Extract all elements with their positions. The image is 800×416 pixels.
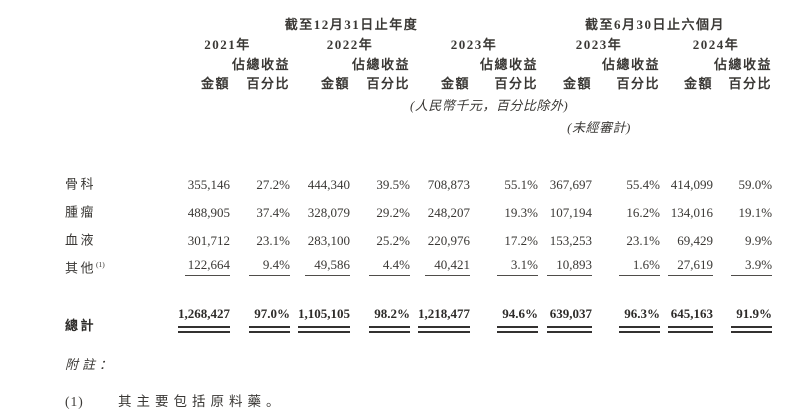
total-cell: 639,037 [547,306,593,333]
amount-label: 金額 [563,75,593,91]
table-cell: 39.5% [376,176,410,192]
table-cell: 153,253 [549,232,593,248]
row-label: 血液 [65,232,97,248]
table-cell: 1.6% [619,257,661,276]
amount-label: 金額 [440,75,470,91]
amount-label: 金額 [684,75,714,91]
table-cell: 23.1% [626,232,661,248]
table-cell: 220,976 [427,232,470,248]
table-cell: 301,712 [187,232,230,248]
unaudited-note-row: (未經審計) [65,113,772,135]
revenue-breakdown-table: 截至12月31日止年度 截至6月30日止六個月 2021年 2022年 2023… [65,13,773,333]
table-cell: 355,146 [187,176,230,192]
table-cell: 17.2% [504,232,539,248]
period-header-row: 截至12月31日止年度 截至6月30日止六個月 [65,13,772,32]
table-cell: 55.4% [626,176,661,192]
percent-label: 百分比 [616,75,661,91]
total-cell: 97.0% [249,306,290,333]
table-cell: 9.4% [249,257,290,276]
table-cell: 37.4% [256,204,290,220]
total-row-label: 總計 [65,317,97,333]
year-header-row: 2021年 2022年 2023年 2023年 2024年 [65,32,772,52]
notes-heading: 附註： [65,357,117,372]
table-row-others: 其他(1) 122,664 9.4% 49,586 4.4% 40,421 3.… [65,248,773,276]
table-cell: 23.1% [256,232,290,248]
table-cell: 3.9% [731,257,773,276]
total-cell: 1,218,477 [418,306,470,333]
table-cell: 4.4% [369,257,410,276]
unaudited-note: (未經審計) [567,119,631,135]
table-cell: 414,099 [670,176,714,192]
total-cell: 1,105,105 [298,306,350,333]
share-label: 佔總收益 [480,56,539,72]
table-cell: 367,697 [549,176,593,192]
amount-label: 金額 [200,75,230,91]
table-cell: 40,421 [425,257,470,276]
percent-label: 百分比 [494,75,539,91]
row-label: 骨科 [65,176,97,192]
total-cell: 98.2% [369,306,410,333]
notes-section: 附註： (1) 其主要包括原料藥。 [65,354,800,410]
share-label: 佔總收益 [714,56,773,72]
table-cell: 708,873 [427,176,470,192]
table-cell: 25.2% [376,232,410,248]
table-cell: 59.0% [738,176,773,192]
total-cell: 645,163 [668,306,714,333]
percent-label: 百分比 [366,75,410,91]
total-cell: 96.3% [619,306,661,333]
interim-period-header: 截至6月30日止六個月 [585,16,726,32]
year-header-2023: 2023年 [450,36,498,52]
total-cell: 1,268,427 [178,306,230,333]
year-header-2022: 2022年 [326,36,374,52]
table-cell: 488,905 [187,204,230,220]
table-cell: 3.1% [497,257,539,276]
table-cell: 328,079 [307,204,350,220]
year-header-2021: 2021年 [204,36,251,52]
table-cell: 248,207 [427,204,470,220]
table-cell: 283,100 [307,232,350,248]
table-cell: 444,340 [307,176,350,192]
share-label: 佔總收益 [351,56,410,72]
table-cell: 69,429 [677,232,714,248]
row-label: 其他(1) [65,260,105,276]
percent-label: 百分比 [246,75,290,91]
table-cell: 55.1% [504,176,539,192]
table-cell: 27,619 [668,257,714,276]
unit-note-row: (人民幣千元，百分比除外) [65,91,772,113]
table-cell: 27.2% [256,176,290,192]
total-cell: 91.9% [731,306,773,333]
table-row-orthopedics: 骨科 355,146 27.2% 444,340 39.5% 708,873 5… [65,164,772,192]
table-cell: 107,194 [549,204,593,220]
table-row-hematology: 血液 301,712 23.1% 283,100 25.2% 220,976 1… [65,220,772,248]
share-of-revenue-header-row: 佔總收益 佔總收益 佔總收益 佔總收益 佔總收益 [65,52,772,72]
table-cell: 122,664 [185,257,230,276]
table-row-oncology: 腫瘤 488,905 37.4% 328,079 29.2% 248,207 1… [65,192,772,220]
currency-unit-note: (人民幣千元，百分比除外) [410,97,569,113]
footnote-marker: (1) [96,260,105,270]
row-label: 腫瘤 [65,204,97,220]
table-row-total: 總計 1,268,427 97.0% 1,105,105 98.2% 1,218… [65,301,773,333]
table-cell: 10,893 [547,257,593,276]
annual-period-header: 截至12月31日止年度 [284,16,419,32]
amount-label: 金額 [320,75,350,91]
share-label: 佔總收益 [602,56,661,72]
table-cell: 16.2% [626,204,661,220]
footnote-1: (1) 其主要包括原料藥。 [65,390,800,410]
footnote-1-marker: (1) [65,394,84,409]
table-cell: 19.3% [504,204,539,220]
percent-label: 百分比 [728,75,773,91]
column-label-row: 金額 百分比 金額 百分比 金額 百分比 金額 百分比 金額 百分比 [65,72,772,91]
year-header-2024: 2024年 [692,36,740,52]
table-cell: 19.1% [738,204,773,220]
year-header-2023-interim: 2023年 [575,36,623,52]
share-label: 佔總收益 [231,56,290,72]
footnote-1-text: 其主要包括原料藥。 [118,394,285,409]
table-cell: 134,016 [670,204,714,220]
total-cell: 94.6% [497,306,539,333]
table-cell: 9.9% [744,232,773,248]
table-cell: 49,586 [305,257,350,276]
table-cell: 29.2% [376,204,410,220]
